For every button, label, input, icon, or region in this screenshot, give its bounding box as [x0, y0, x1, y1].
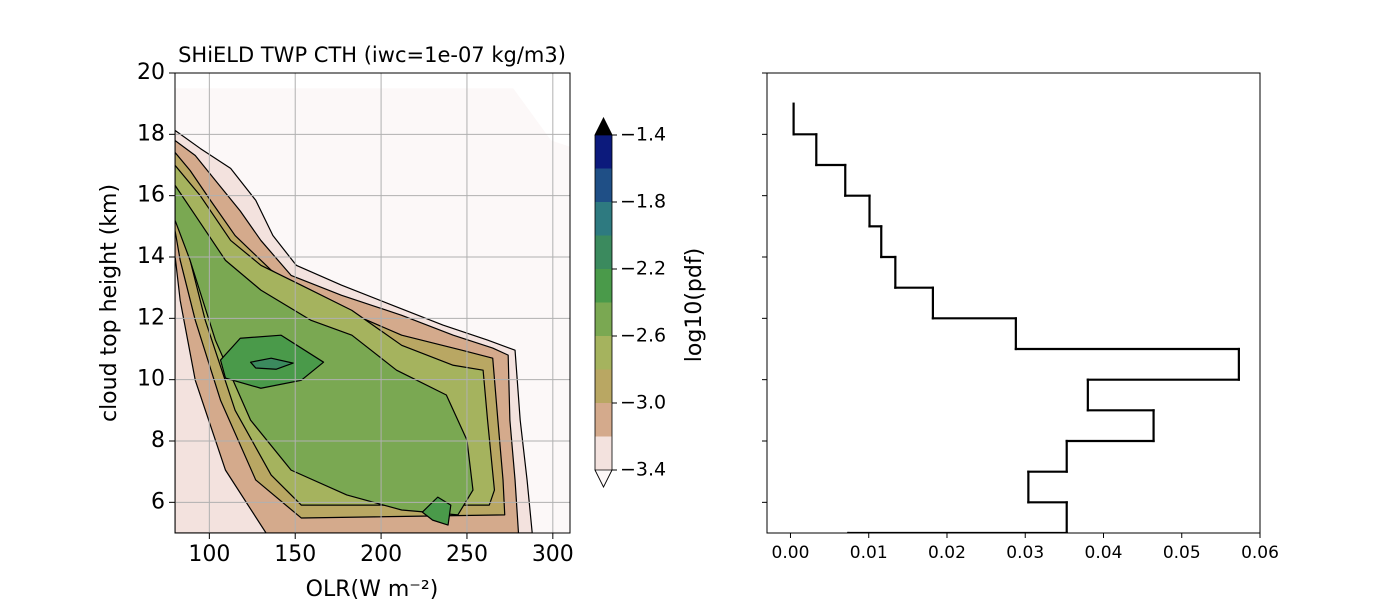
- x-tick-label: 0.03: [1006, 543, 1044, 563]
- profile-panel: 0.00 0.01 0.02 0.03 0.04 0.05 0.06: [762, 72, 1279, 563]
- colorbar-tick-label: −2.6: [620, 325, 666, 347]
- y-tick-label: 12: [137, 305, 165, 330]
- colorbar-over: [594, 117, 613, 136]
- plot-area: [792, 102, 1240, 533]
- y-tick-label: 6: [151, 489, 165, 514]
- x-tick-label: 0.05: [1163, 543, 1201, 563]
- colorbar-tick-label: −3.0: [620, 392, 666, 414]
- colorbar-band: [595, 235, 612, 269]
- axes-frame: [766, 72, 1261, 534]
- y-axis-label: cloud top height (km): [97, 184, 122, 422]
- x-tick-label: 0.04: [1085, 543, 1123, 563]
- x-tick-label: 150: [274, 542, 316, 567]
- colorbar-band: [595, 269, 612, 303]
- colorbar-band: [595, 403, 612, 437]
- colorbar-tick-label: −3.4: [620, 459, 666, 481]
- colorbar-tick-label: −1.8: [620, 191, 666, 213]
- axes-frame: [174, 72, 571, 534]
- x-axis-label: OLR(W m⁻²): [306, 577, 439, 600]
- y-tick-label: 20: [137, 60, 165, 85]
- colorbar-tick-label: −1.4: [620, 124, 666, 146]
- plot-area: [175, 88, 570, 533]
- chart-title: SHiELD TWP CTH (iwc=1e-07 kg/m3): [178, 43, 566, 67]
- colorbar-band: [595, 135, 612, 169]
- colorbar-label: log10(pdf): [682, 248, 707, 362]
- colorbar-band: [595, 436, 612, 470]
- y-tick-label: 18: [137, 121, 165, 146]
- x-tick-label: 0.00: [772, 543, 810, 563]
- x-tick-label: 100: [188, 542, 230, 567]
- y-tick-label: 8: [151, 428, 165, 453]
- colorbar-band: [595, 302, 612, 336]
- colorbar-tick-label: −2.2: [620, 258, 666, 280]
- contour-band: [249, 357, 294, 370]
- colorbar-band: [595, 168, 612, 202]
- y-tick-label: 16: [137, 183, 165, 208]
- colorbar-under: [594, 469, 613, 488]
- x-tick-label: 0.06: [1241, 543, 1279, 563]
- contour-band: [421, 496, 452, 526]
- x-tick-label: 200: [360, 542, 402, 567]
- contour-band: [175, 184, 474, 516]
- y-tick-label: 10: [137, 367, 165, 392]
- contour-panel: 100 150 200 250 300 6 8 10 12 14 16 18 20 −3.4 −3.0 −2.…: [137, 60, 666, 567]
- x-tick-label: 0.01: [850, 543, 888, 563]
- colorbar-band: [595, 202, 612, 236]
- colorbar-band: [595, 336, 612, 370]
- x-tick-label: 0.02: [928, 543, 966, 563]
- colorbar-band: [595, 369, 612, 403]
- x-tick-label: 250: [446, 542, 488, 567]
- y-tick-label: 14: [137, 244, 165, 269]
- x-tick-label: 300: [532, 542, 574, 567]
